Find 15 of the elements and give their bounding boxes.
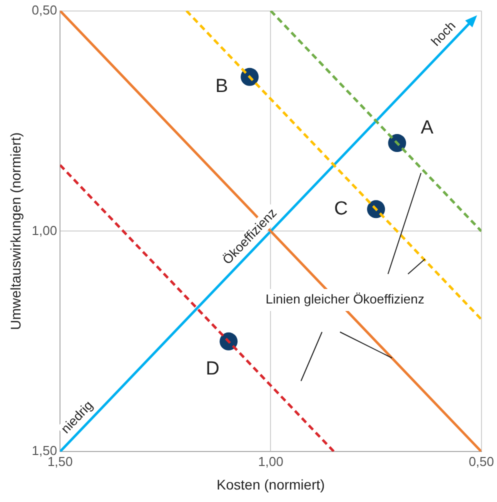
- annotation: C: [334, 198, 348, 220]
- annotation: D: [206, 358, 220, 380]
- point: [220, 332, 238, 350]
- x-axis-title: Kosten (normiert): [216, 476, 325, 492]
- x-tick-label: 0,50: [468, 454, 494, 469]
- y-axis-title: Umweltauswirkungen (normiert): [7, 132, 24, 330]
- y-tick-label: 0,50: [32, 2, 58, 18]
- annotation: Linien gleicher Ökoeffizienz: [266, 292, 424, 307]
- y-tick-label: 1,00: [32, 222, 58, 238]
- annotation: B: [215, 76, 228, 98]
- point: [367, 200, 386, 218]
- x-tick-label: 1,00: [258, 454, 284, 469]
- annotation: A: [420, 117, 434, 138]
- point: [240, 68, 259, 86]
- point: [388, 134, 406, 152]
